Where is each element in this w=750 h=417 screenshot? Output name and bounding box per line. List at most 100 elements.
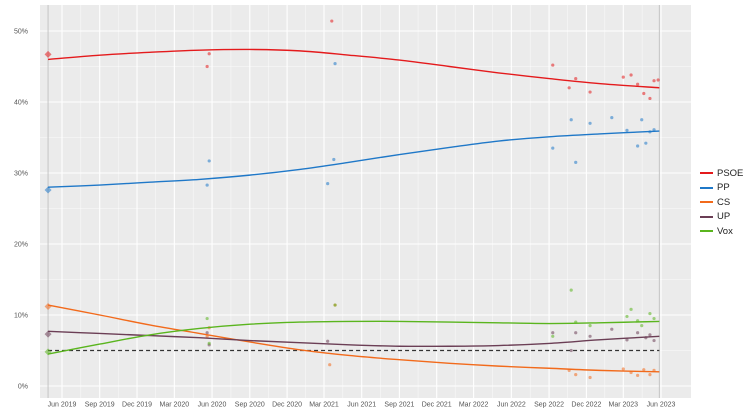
legend-swatch-pp [700, 186, 713, 189]
legend-label-cs: CS [717, 196, 731, 208]
poll-point-vox [625, 314, 629, 319]
poll-point-vox [569, 288, 573, 292]
poll-point-pp [574, 160, 578, 164]
poll-point-psoe [574, 76, 578, 81]
poll-point-psoe [656, 78, 660, 82]
poll-point-pp [205, 183, 209, 187]
poll-point-pp [636, 144, 640, 148]
legend-item-cs: CS [700, 195, 743, 210]
poll-point-pp [588, 121, 592, 125]
poll-point-up [569, 348, 573, 353]
trend-lines [47, 48, 660, 373]
legend-label-up: UP [717, 211, 731, 223]
trend-line-vox [47, 320, 660, 355]
poll-point-vox [629, 307, 633, 311]
poll-point-up [588, 334, 592, 338]
y-tick-label: 50% [14, 29, 28, 36]
poll-point-vox [207, 341, 211, 345]
poll-point-pp [333, 62, 337, 66]
poll-point-vox [551, 334, 555, 338]
poll-point-vox [205, 316, 209, 321]
x-tick-label: Dec 2019 [122, 402, 152, 409]
poll-point-cs [574, 373, 578, 377]
poll-point-pp [332, 157, 336, 162]
poll-point-vox [640, 324, 644, 328]
grid-layer [40, 5, 691, 398]
poll-point-psoe [629, 73, 633, 77]
y-tick-label: 10% [14, 313, 28, 320]
y-tick-label: 0% [18, 384, 28, 391]
poll-point-up [625, 338, 629, 342]
y-tick-label: 20% [14, 242, 28, 249]
legend-item-up: UP [700, 210, 743, 225]
x-tick-label: Mar 2022 [459, 402, 489, 409]
poll-point-pp [551, 146, 555, 150]
poll-point-cs [588, 375, 592, 380]
poll-point-vox [333, 303, 337, 307]
y-tick-label: 30% [14, 171, 28, 178]
x-tick-label: Dec 2021 [422, 402, 452, 409]
legend-swatch-cs [700, 201, 713, 204]
poll-point-cs [642, 368, 646, 372]
poll-point-up [551, 331, 555, 335]
trend-line-up [48, 330, 660, 348]
legend-item-vox: Vox [700, 224, 743, 239]
poll-point-psoe [588, 90, 592, 94]
x-tick-label: Sep 2021 [384, 402, 414, 409]
election-results [44, 50, 52, 356]
y-tick-label: 40% [14, 100, 28, 107]
poll-point-psoe [636, 82, 640, 86]
legend-label-pp: PP [717, 182, 730, 194]
poll-point-up [574, 331, 578, 335]
poll-point-up [610, 327, 614, 331]
poll-point-pp [326, 182, 330, 186]
legend-swatch-vox [700, 230, 713, 233]
election-result-psoe [44, 50, 52, 58]
poll-point-pp [652, 128, 656, 132]
x-tick-label: Dec 2022 [571, 402, 601, 409]
legend-swatch-up [700, 215, 713, 218]
poll-point-psoe [205, 64, 209, 69]
x-tick-label: Sep 2022 [534, 402, 564, 409]
election-result-cs [44, 302, 52, 310]
poll-point-cs [648, 373, 652, 377]
x-tick-label: Jun 2019 [48, 402, 77, 409]
poll-point-pp [644, 141, 648, 145]
poll-point-psoe [330, 19, 334, 23]
poll-point-vox [648, 311, 652, 316]
legend-label-psoe: PSOE [717, 167, 744, 179]
plot-panel [40, 5, 691, 398]
poll-point-psoe [621, 75, 625, 79]
legend-label-vox: Vox [717, 225, 733, 237]
legend: PSOE PP CS UP Vox [700, 166, 743, 239]
legend-item-pp: PP [700, 181, 743, 196]
poll-point-psoe [551, 63, 555, 67]
x-tick-label: Mar 2023 [608, 402, 638, 409]
election-result-vox [44, 348, 52, 356]
poll-point-cs [328, 363, 332, 367]
poll-point-up [652, 338, 656, 343]
poll-point-up [205, 331, 209, 335]
election-result-up [44, 330, 52, 338]
poll-point-cs [636, 373, 640, 377]
poll-points [205, 19, 660, 380]
poll-point-up [326, 339, 330, 343]
trend-line-psoe [48, 48, 660, 89]
x-tick-label: Sep 2020 [235, 402, 265, 409]
x-tick-label: Jun 2020 [198, 402, 227, 409]
election-result-pp [44, 186, 52, 194]
poll-point-pp [625, 128, 629, 132]
x-tick-label: Dec 2020 [272, 402, 302, 409]
legend-swatch-psoe [700, 172, 713, 175]
poll-point-psoe [648, 96, 652, 101]
y-tick-labels: 0% 10% 20% 30% 40% 50% [14, 29, 28, 391]
x-tick-label: Mar 2021 [309, 402, 339, 409]
poll-point-vox [588, 324, 592, 328]
poll-point-up [636, 331, 640, 335]
legend-item-psoe: PSOE [700, 166, 743, 181]
poll-point-cs [621, 367, 625, 371]
poll-point-psoe [642, 91, 646, 96]
x-tick-label: Jun 2021 [347, 402, 376, 409]
poll-point-up [648, 333, 652, 337]
